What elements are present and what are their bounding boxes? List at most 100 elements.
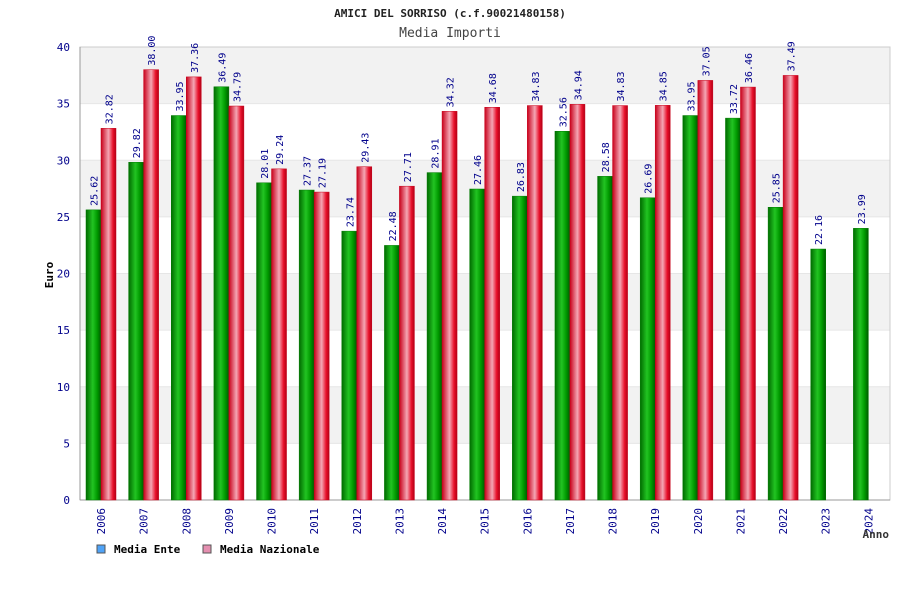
bar-media-ente — [85, 209, 102, 501]
y-axis-label: Euro — [43, 261, 56, 288]
data-label-media-nazionale: 34.94 — [573, 70, 584, 100]
data-label-media-ente: 32.56 — [558, 97, 569, 127]
data-label-media-nazionale: 38.00 — [147, 36, 158, 66]
y-tick-label: 10 — [57, 381, 70, 394]
bar-media-nazionale — [228, 105, 245, 501]
bar-media-ente — [512, 195, 528, 501]
bar-media-ente — [128, 162, 144, 501]
y-tick-label: 25 — [57, 211, 70, 224]
legend-swatch-media-nazionale — [202, 544, 212, 554]
data-label-media-nazionale: 37.49 — [787, 41, 798, 71]
data-label-media-ente: 23.74 — [345, 197, 356, 227]
bar-media-nazionale — [186, 76, 202, 501]
x-tick-label: 2022 — [777, 508, 790, 535]
x-tick-label: 2023 — [820, 508, 833, 535]
data-label-media-ente: 22.16 — [814, 215, 825, 245]
data-label-media-ente: 36.49 — [217, 53, 228, 83]
data-label-media-ente: 33.95 — [686, 81, 697, 111]
bar-media-ente — [853, 228, 869, 501]
data-label-media-nazionale: 34.79 — [232, 72, 243, 102]
bar-media-nazionale — [527, 105, 543, 501]
data-label-media-ente: 27.37 — [303, 156, 314, 186]
bar-media-ente — [213, 86, 230, 501]
bar-media-ente — [171, 115, 187, 501]
bar-media-ente — [725, 117, 741, 501]
data-label-media-ente: 23.99 — [857, 194, 868, 224]
data-label-media-nazionale: 34.85 — [659, 71, 670, 101]
bar-media-ente — [384, 245, 400, 501]
data-label-media-nazionale: 36.46 — [744, 53, 755, 83]
data-label-media-nazionale: 37.36 — [190, 43, 201, 73]
data-label-media-nazionale: 34.83 — [531, 71, 542, 101]
data-label-media-ente: 29.82 — [132, 128, 143, 158]
x-tick-label: 2006 — [95, 508, 108, 535]
data-label-media-ente: 26.69 — [644, 164, 655, 194]
legend-swatch-media-ente — [96, 544, 106, 554]
data-labels: 25.62 32.82 29.82 38.00 33.95 37.36 36.49 34.79… — [90, 36, 868, 245]
data-label-media-nazionale: 29.24 — [275, 135, 286, 165]
bar-media-ente — [426, 172, 443, 501]
data-label-media-nazionale: 27.19 — [318, 158, 329, 188]
data-label-media-ente: 25.62 — [90, 176, 101, 206]
x-tick-label: 2008 — [180, 508, 193, 535]
bar-media-ente — [341, 230, 358, 501]
bar-media-nazionale — [399, 185, 415, 501]
bar-media-nazionale — [356, 166, 373, 501]
bar-media-ente — [682, 115, 699, 501]
bar-media-nazionale — [740, 86, 756, 501]
data-label-media-nazionale: 34.32 — [446, 77, 457, 107]
data-label-media-nazionale: 34.68 — [488, 73, 499, 103]
bar-media-nazionale — [484, 106, 500, 501]
data-label-media-ente: 28.91 — [431, 138, 442, 168]
data-label-media-ente: 22.48 — [388, 211, 399, 241]
x-tick-label: 2017 — [564, 508, 577, 535]
x-tick-label: 2013 — [393, 508, 406, 535]
chart-subtitle: Media Importi — [399, 26, 501, 41]
data-label-media-nazionale: 27.71 — [403, 152, 414, 182]
y-tick-label: 20 — [57, 268, 70, 281]
y-tick-label: 35 — [57, 98, 70, 111]
x-tick-label: 2021 — [734, 508, 747, 535]
bar-media-ente — [256, 182, 272, 501]
bar-media-ente — [810, 248, 826, 501]
bar-media-nazionale — [612, 105, 628, 501]
data-label-media-nazionale: 34.83 — [616, 71, 627, 101]
bar-media-ente — [767, 206, 784, 501]
bar-media-nazionale — [313, 191, 330, 501]
x-tick-label: 2019 — [649, 508, 662, 535]
data-label-media-ente: 27.46 — [473, 155, 484, 185]
bar-media-ente — [469, 188, 485, 501]
bar-media-nazionale — [100, 128, 117, 501]
data-label-media-ente: 33.72 — [729, 84, 740, 114]
legend: Media Ente Media Nazionale — [96, 543, 320, 556]
legend-label-media-nazionale: Media Nazionale — [220, 543, 320, 556]
x-tick-label: 2018 — [607, 508, 620, 535]
bar-media-nazionale — [782, 75, 799, 501]
bar-media-nazionale — [441, 111, 458, 501]
data-label-media-nazionale: 37.05 — [701, 46, 712, 76]
legend-label-media-ente: Media Ente — [114, 543, 181, 556]
x-tick-labels: 2006 2007 2008 2009 2010 2011 2012 2013 2014 2015… — [95, 508, 875, 535]
bars — [85, 69, 869, 501]
bar-media-nazionale — [143, 69, 159, 501]
x-tick-label: 2014 — [436, 508, 449, 535]
bar-media-ente — [554, 131, 571, 501]
bar-media-ente — [639, 197, 656, 501]
x-tick-label: 2009 — [223, 508, 236, 535]
bar-media-nazionale — [697, 80, 714, 501]
bar-media-ente — [597, 176, 613, 501]
y-tick-label: 5 — [63, 437, 70, 450]
x-tick-label: 2012 — [351, 508, 364, 535]
x-tick-label: 2016 — [521, 508, 534, 535]
y-tick-label: 30 — [57, 154, 70, 167]
data-label-media-nazionale: 32.82 — [105, 94, 116, 124]
y-tick-label: 40 — [57, 41, 70, 54]
y-tick-label: 15 — [57, 324, 70, 337]
bar-media-ente — [298, 189, 315, 501]
x-tick-label: 2007 — [138, 508, 151, 535]
bar-media-nazionale — [654, 105, 671, 501]
x-axis-label: Anno — [863, 528, 890, 541]
data-label-media-nazionale: 29.43 — [360, 133, 371, 163]
data-label-media-ente: 33.95 — [175, 81, 186, 111]
